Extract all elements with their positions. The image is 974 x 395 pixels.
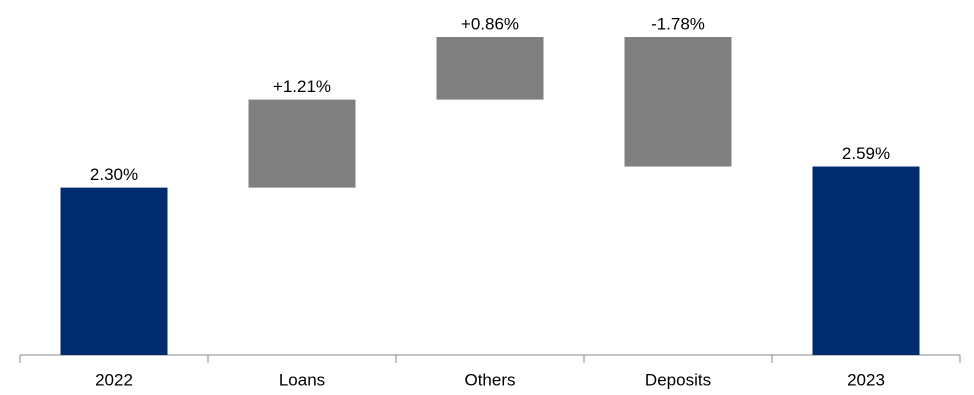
bar <box>248 99 356 188</box>
x-tick-label: Deposits <box>645 370 711 389</box>
x-tick-label: Loans <box>279 370 325 389</box>
data-label: 2.30% <box>90 165 138 184</box>
bar <box>812 166 920 355</box>
data-label: -1.78% <box>651 14 705 33</box>
x-tick-label: Others <box>464 370 515 389</box>
data-label: +0.86% <box>461 14 519 33</box>
x-tick-label: 2023 <box>847 370 885 389</box>
bar <box>624 37 732 167</box>
x-tick-label: 2022 <box>95 370 133 389</box>
data-label: 2.59% <box>842 144 890 163</box>
bar <box>60 187 168 355</box>
bar <box>436 37 544 100</box>
data-label: +1.21% <box>273 77 331 96</box>
